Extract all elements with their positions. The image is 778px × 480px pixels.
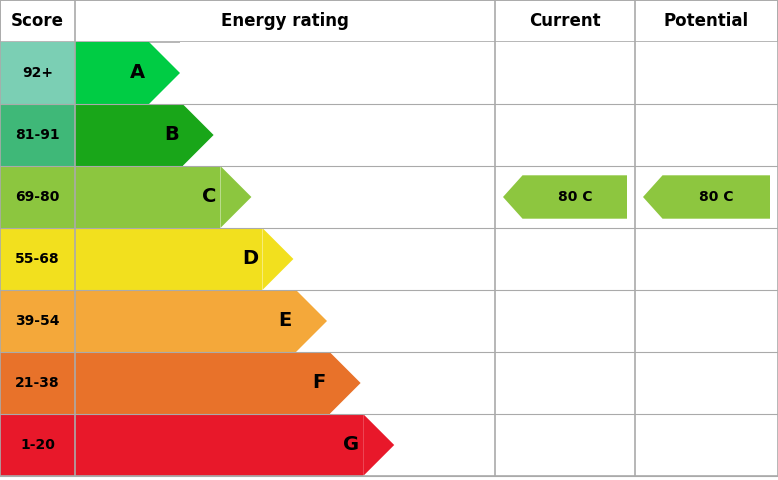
Text: 21-38: 21-38 [16,376,60,390]
Bar [75,104,183,166]
Bar [0,42,75,104]
Bar [0,352,75,414]
Bar [495,104,635,166]
Bar [180,42,495,104]
Bar [293,228,495,290]
Text: 1-20: 1-20 [20,438,55,452]
Bar [635,414,778,476]
Text: 80 C: 80 C [699,190,734,204]
Polygon shape [296,290,327,352]
Bar [495,414,635,476]
Bar [327,290,495,352]
Polygon shape [183,104,214,166]
Polygon shape [220,166,251,228]
Bar [0,228,75,290]
Text: Potential: Potential [664,12,749,30]
Text: 69-80: 69-80 [16,190,60,204]
Bar [214,104,495,166]
Polygon shape [149,42,180,104]
Text: Current: Current [529,12,601,30]
Text: 39-54: 39-54 [16,314,60,328]
Bar [75,414,363,476]
Bar [635,352,778,414]
Bar [75,228,262,290]
Bar [0,290,75,352]
Text: Score: Score [11,12,64,30]
Text: 92+: 92+ [22,66,53,80]
Bar [394,414,495,476]
Bar [75,352,330,414]
Bar [495,166,635,228]
Text: 80 C: 80 C [558,190,592,204]
Bar [0,166,75,228]
Text: E: E [279,312,292,331]
Text: C: C [202,188,216,206]
Polygon shape [503,175,627,219]
Text: B: B [164,125,179,144]
Text: Energy rating: Energy rating [221,12,349,30]
Bar [635,104,778,166]
Polygon shape [363,414,394,476]
Bar [635,166,778,228]
Bar [495,42,635,104]
Text: 81-91: 81-91 [16,128,60,142]
Bar [495,290,635,352]
Bar [251,166,495,228]
Bar [0,414,75,476]
Text: G: G [343,435,359,455]
Polygon shape [330,352,360,414]
Polygon shape [643,175,770,219]
Polygon shape [262,228,293,290]
Bar [0,0,778,42]
Bar [75,166,220,228]
Text: A: A [130,63,145,83]
Text: D: D [242,250,258,268]
Text: F: F [312,373,326,393]
Text: 55-68: 55-68 [16,252,60,266]
Bar [635,42,778,104]
Bar [635,290,778,352]
Bar [495,352,635,414]
Bar [75,290,296,352]
Bar [495,228,635,290]
Bar [635,228,778,290]
Bar [0,104,75,166]
Bar [75,42,149,104]
Bar [360,352,495,414]
